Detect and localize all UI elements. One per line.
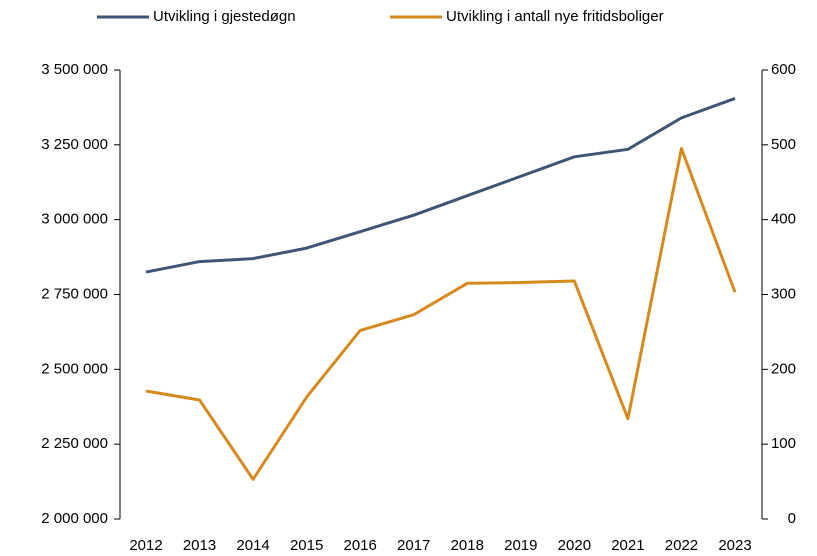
x-tick-label: 2018 (451, 537, 484, 554)
y2-tick-label: 400 (771, 211, 796, 228)
series-line (145, 147, 737, 481)
y-tick-label: 2 500 000 (41, 360, 108, 377)
y2-tick-label: 100 (771, 435, 796, 452)
y-tick-label: 3 250 000 (41, 136, 108, 153)
x-tick-label: 2023 (718, 537, 751, 554)
x-tick-label: 2019 (504, 537, 537, 554)
y-tick-label: 2 750 000 (41, 285, 108, 302)
y-tick-label: 2 250 000 (41, 435, 108, 452)
y2-tick-label: 600 (771, 61, 796, 78)
x-tick-label: 2013 (183, 537, 216, 554)
legend-label: Utvikling i antall nye fritidsboliger (446, 8, 664, 25)
y-tick-label: 3 000 000 (41, 211, 108, 228)
x-tick-label: 2017 (397, 537, 430, 554)
x-tick-label: 2015 (290, 537, 323, 554)
series-line (145, 97, 736, 274)
legend-label: Utvikling i gjestedøgn (153, 8, 296, 25)
y2-tick-label: 0 (788, 510, 796, 527)
x-tick-label: 2022 (665, 537, 698, 554)
y-tick-label: 3 500 000 (41, 61, 108, 78)
x-tick-label: 2021 (611, 537, 644, 554)
y2-tick-label: 300 (771, 285, 796, 302)
x-tick-label: 2016 (343, 537, 376, 554)
y2-tick-label: 200 (771, 360, 796, 377)
y2-tick-label: 500 (771, 136, 796, 153)
y-tick-label: 2 000 000 (41, 510, 108, 527)
x-tick-label: 2020 (558, 537, 591, 554)
x-tick-label: 2014 (236, 537, 269, 554)
x-tick-label: 2012 (129, 537, 162, 554)
